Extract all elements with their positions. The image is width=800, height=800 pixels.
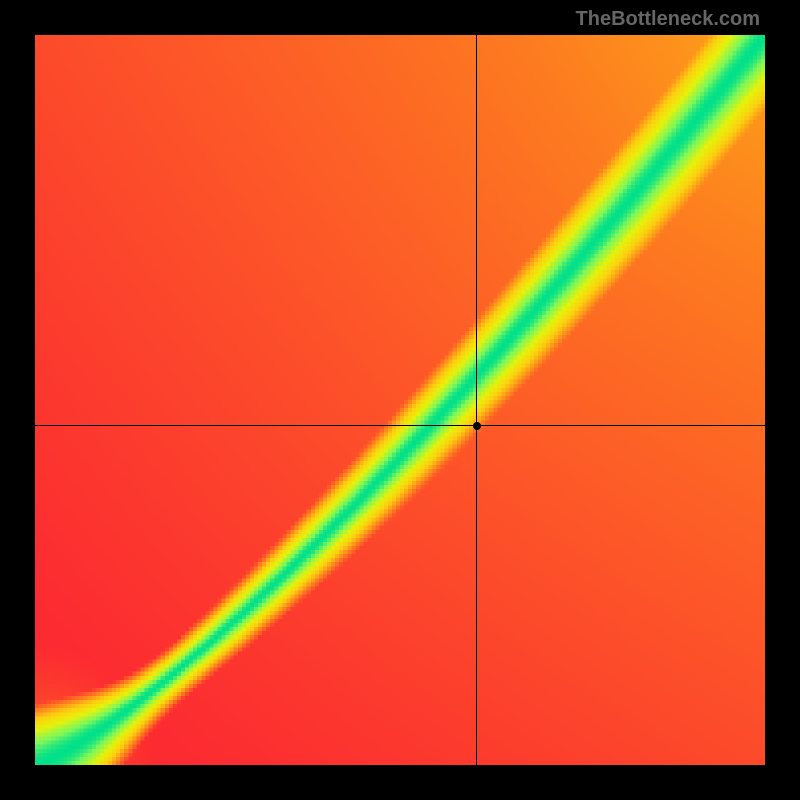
crosshair-dot <box>473 422 481 430</box>
heatmap-canvas <box>35 35 765 765</box>
watermark-text: TheBottleneck.com <box>576 8 760 31</box>
figure-container: TheBottleneck.com <box>0 0 800 800</box>
plot-area <box>35 35 765 765</box>
crosshair-horizontal <box>35 425 765 426</box>
crosshair-vertical <box>476 35 477 765</box>
